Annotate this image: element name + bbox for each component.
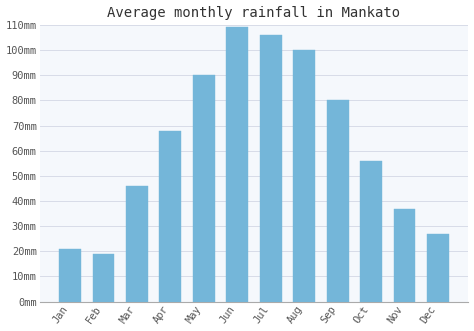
Bar xyxy=(427,234,449,302)
Title: Average monthly rainfall in Mankato: Average monthly rainfall in Mankato xyxy=(108,6,401,20)
Bar xyxy=(59,249,81,302)
Bar xyxy=(327,100,348,302)
Bar xyxy=(193,75,215,302)
Bar xyxy=(126,186,148,302)
Bar xyxy=(92,254,114,302)
Bar xyxy=(159,130,181,302)
Bar xyxy=(293,50,315,302)
Bar xyxy=(360,161,382,302)
Bar xyxy=(394,209,416,302)
Bar xyxy=(260,35,282,302)
Bar xyxy=(227,27,248,302)
